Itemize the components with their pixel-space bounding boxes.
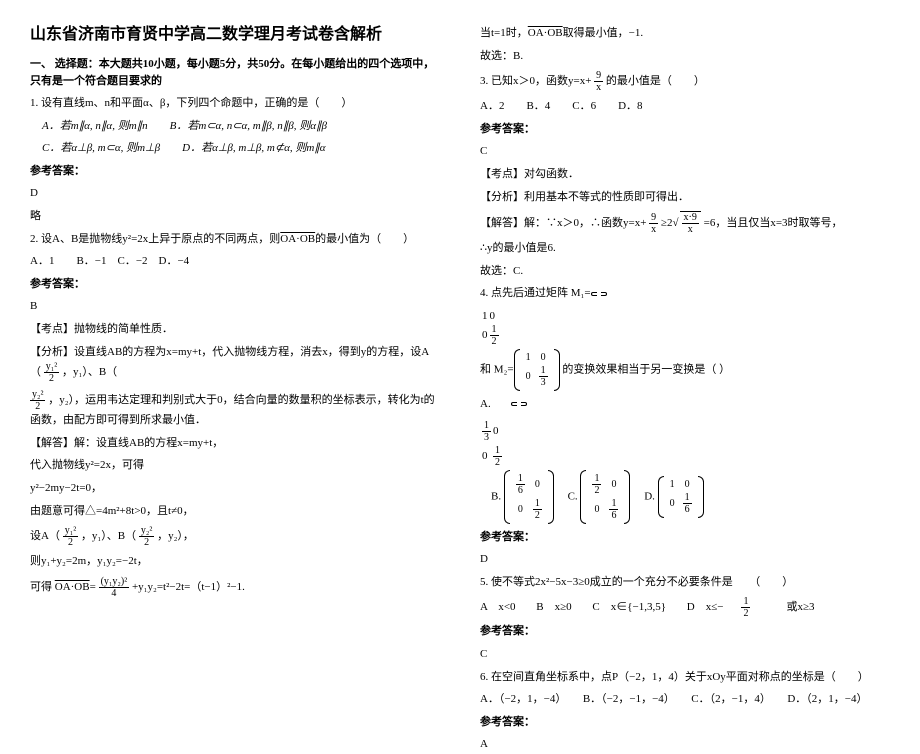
q6-opts: A．（−2，1，−4） B．（−2，−1，−4） C．（2，−1，4） D．（2… — [480, 691, 890, 709]
left-column: 山东省济南市育贤中学高二数学理月考试卷含解析 一、 选择题：本大题共10小题，每… — [30, 20, 440, 631]
doc-title: 山东省济南市育贤中学高二数学理月考试卷含解析 — [30, 20, 440, 44]
q6-stem: 6. 在空间直角坐标系中，点P（−2，1，4）关于xOy平面对称点的坐标是（ ） — [480, 669, 890, 687]
q1-ans: D — [30, 185, 440, 203]
q2-jd2: 代入抛物线y²=2x，可得 — [30, 457, 440, 475]
q2-fx: 【分析】设直线AB的方程为x=my+t，代入抛物线方程，消去x，得到y的方程，设… — [30, 344, 440, 385]
q1-stem: 1. 设有直线m、n和平面α、β，下列四个命题中，正确的是（ ） — [30, 95, 440, 113]
q1-oC: C．若α⊥β, m⊂α, 则m⊥β D．若α⊥β, m⊥β, m⊄α, 则m∥α — [42, 140, 440, 158]
q3-opts: A．2 B．4 C．6 D．8 — [480, 98, 890, 116]
q2-kd: 【考点】抛物线的简单性质． — [30, 321, 440, 339]
right-column: 当t=1时，OA·OB取得最小值，−1. 故选：B. 3. 已知x＞0，函数y=… — [480, 20, 890, 631]
q6-ans-label: 参考答案： — [480, 714, 890, 732]
q1-oA: A．若m∥α, n∥α, 则m∥n B．若m⊂α, n⊂α, m∥β, n∥β,… — [42, 118, 440, 136]
q5-ans: C — [480, 646, 890, 664]
q5-ans-label: 参考答案： — [480, 623, 890, 641]
section-1-head: 一、 选择题：本大题共10小题，每小题5分，共50分。在每小题给出的四个选项中，… — [30, 56, 440, 89]
q3-jd3: 故选：C. — [480, 263, 890, 281]
q6-ans: A — [480, 736, 890, 754]
q3-fx: 【分析】利用基本不等式的性质即可得出． — [480, 189, 890, 207]
r1-l1: 当t=1时，OA·OB取得最小值，−1. — [480, 25, 890, 43]
r1-l2: 故选：B. — [480, 48, 890, 66]
q2-jd4: 由题意可得△=4m²+8t>0，且t≠0， — [30, 503, 440, 521]
q3-jd2: ∴y的最小值是6. — [480, 240, 890, 258]
q3-kd: 【考点】对勾函数． — [480, 166, 890, 184]
q1-extra: 略 — [30, 208, 440, 226]
q2-ans-label: 参考答案： — [30, 276, 440, 294]
q2-ans: B — [30, 298, 440, 316]
q4-ans: D — [480, 551, 890, 569]
q3-jd: 【解答】解：∵x＞0，∴函数y=x+ 9x ≥2√x·9x =6，当且仅当x=3… — [480, 211, 890, 235]
q3-stem: 3. 已知x＞0，函数y=x+ 9x 的最小值是（ ） — [480, 70, 890, 93]
q2-fx-cont: y₂²2 ，y₂），运用韦达定理和判别式大于0，结合向量的数量积的坐标表示，转化… — [30, 389, 440, 430]
q2-opts: A．1 B．−1 C．−2 D．−4 — [30, 253, 440, 271]
q2-jd6: 则y₁+y₂=2m，y₁y₂=−2t， — [30, 553, 440, 571]
q4-ans-label: 参考答案： — [480, 529, 890, 547]
q2-jd7: 可得 OA·OB= (y₁y₂)²4 +y₁y₂=t²−2t=（t−1）²−1. — [30, 576, 440, 599]
q5-opts: A x<0 B x≥0 C x∈{−1,3,5} D x≤−12或x≥3 — [480, 596, 890, 619]
matrix-m1 — [591, 292, 607, 296]
matrix-m2: 10013 — [514, 349, 560, 391]
q4-stem: 4. 点先后通过矩阵 M₁= — [480, 285, 890, 303]
q2-stem: 2. 设A、B是抛物线y²=2x上异于原点的不同两点，则OA·OB的最小值为（ … — [30, 231, 440, 249]
q5-stem: 5. 使不等式2x²−5x−3≥0成立的一个充分不必要条件是 （ ） — [480, 574, 890, 592]
q2-jd1: 【解答】解：设直线AB的方程x=my+t， — [30, 435, 440, 453]
q4-opts: A. — [480, 396, 890, 414]
q2-jd5: 设A（ y₁²2 ，y₁）、B（ y₂²2 ，y₂）， — [30, 525, 440, 548]
q2-jd3: y²−2my−2t=0， — [30, 480, 440, 498]
q3-ans-label: 参考答案： — [480, 121, 890, 139]
q1-ans-label: 参考答案： — [30, 163, 440, 181]
q3-ans: C — [480, 143, 890, 161]
